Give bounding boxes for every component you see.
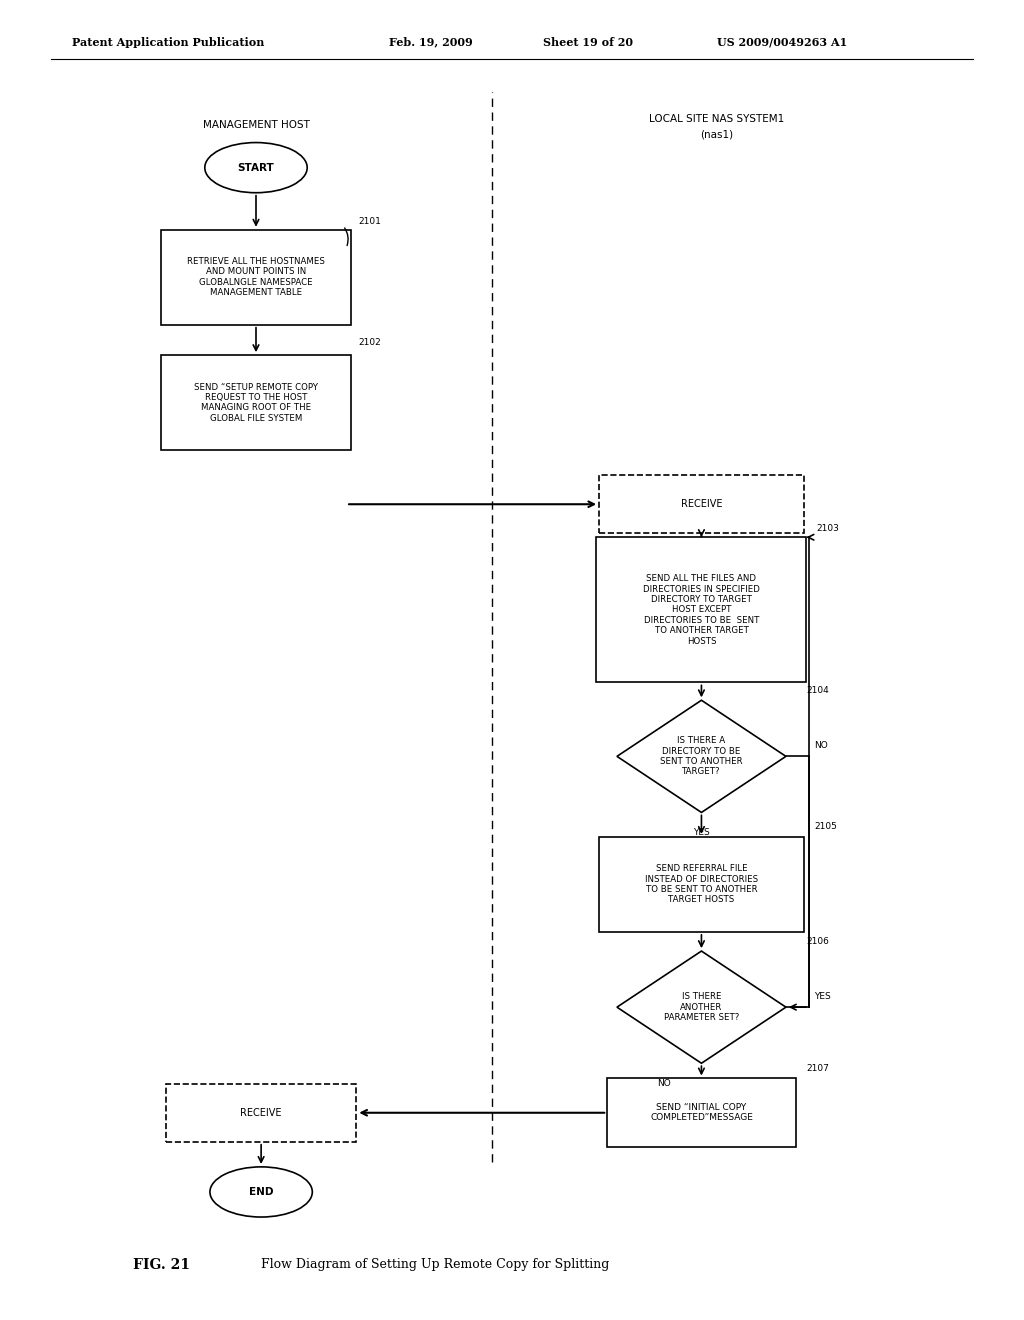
- Text: (nas1): (nas1): [700, 129, 733, 140]
- Text: NO: NO: [814, 742, 827, 750]
- Text: 2106: 2106: [806, 937, 828, 946]
- Text: END: END: [249, 1187, 273, 1197]
- Text: YES: YES: [693, 829, 710, 837]
- Text: IS THERE A
DIRECTORY TO BE
SENT TO ANOTHER
TARGET?: IS THERE A DIRECTORY TO BE SENT TO ANOTH…: [660, 737, 742, 776]
- Text: 2102: 2102: [358, 338, 381, 347]
- Text: SEND “SETUP REMOTE COPY
REQUEST TO THE HOST
MANAGING ROOT OF THE
GLOBAL FILE SYS: SEND “SETUP REMOTE COPY REQUEST TO THE H…: [194, 383, 318, 422]
- Text: Feb. 19, 2009: Feb. 19, 2009: [389, 37, 473, 48]
- Text: 2104: 2104: [806, 686, 828, 696]
- Text: RECEIVE: RECEIVE: [241, 1107, 282, 1118]
- Text: 2105: 2105: [814, 822, 837, 832]
- Text: 2101: 2101: [358, 218, 381, 227]
- Text: US 2009/0049263 A1: US 2009/0049263 A1: [717, 37, 847, 48]
- Text: FIG. 21: FIG. 21: [133, 1258, 190, 1271]
- Text: YES: YES: [814, 993, 830, 1001]
- Text: SEND REFERRAL FILE
INSTEAD OF DIRECTORIES
TO BE SENT TO ANOTHER
TARGET HOSTS: SEND REFERRAL FILE INSTEAD OF DIRECTORIE…: [645, 865, 758, 904]
- Text: NO: NO: [656, 1080, 671, 1088]
- Text: LOCAL SITE NAS SYSTEM1: LOCAL SITE NAS SYSTEM1: [649, 114, 784, 124]
- Text: SEND “INITIAL COPY
COMPLETED”MESSAGE: SEND “INITIAL COPY COMPLETED”MESSAGE: [650, 1104, 753, 1122]
- Text: Sheet 19 of 20: Sheet 19 of 20: [543, 37, 633, 48]
- Text: MANAGEMENT HOST: MANAGEMENT HOST: [203, 120, 309, 131]
- Text: Flow Diagram of Setting Up Remote Copy for Splitting: Flow Diagram of Setting Up Remote Copy f…: [261, 1258, 609, 1271]
- Text: Patent Application Publication: Patent Application Publication: [72, 37, 264, 48]
- Text: IS THERE
ANOTHER
PARAMETER SET?: IS THERE ANOTHER PARAMETER SET?: [664, 993, 739, 1022]
- Text: RECEIVE: RECEIVE: [681, 499, 722, 510]
- Text: 2107: 2107: [806, 1064, 828, 1073]
- Text: 2103: 2103: [816, 524, 839, 533]
- Text: START: START: [238, 162, 274, 173]
- Text: RETRIEVE ALL THE HOSTNAMES
AND MOUNT POINTS IN
GLOBALNGLE NAMESPACE
MANAGEMENT T: RETRIEVE ALL THE HOSTNAMES AND MOUNT POI…: [187, 257, 325, 297]
- Text: SEND ALL THE FILES AND
DIRECTORIES IN SPECIFIED
DIRECTORY TO TARGET
HOST EXCEPT
: SEND ALL THE FILES AND DIRECTORIES IN SP…: [643, 574, 760, 645]
